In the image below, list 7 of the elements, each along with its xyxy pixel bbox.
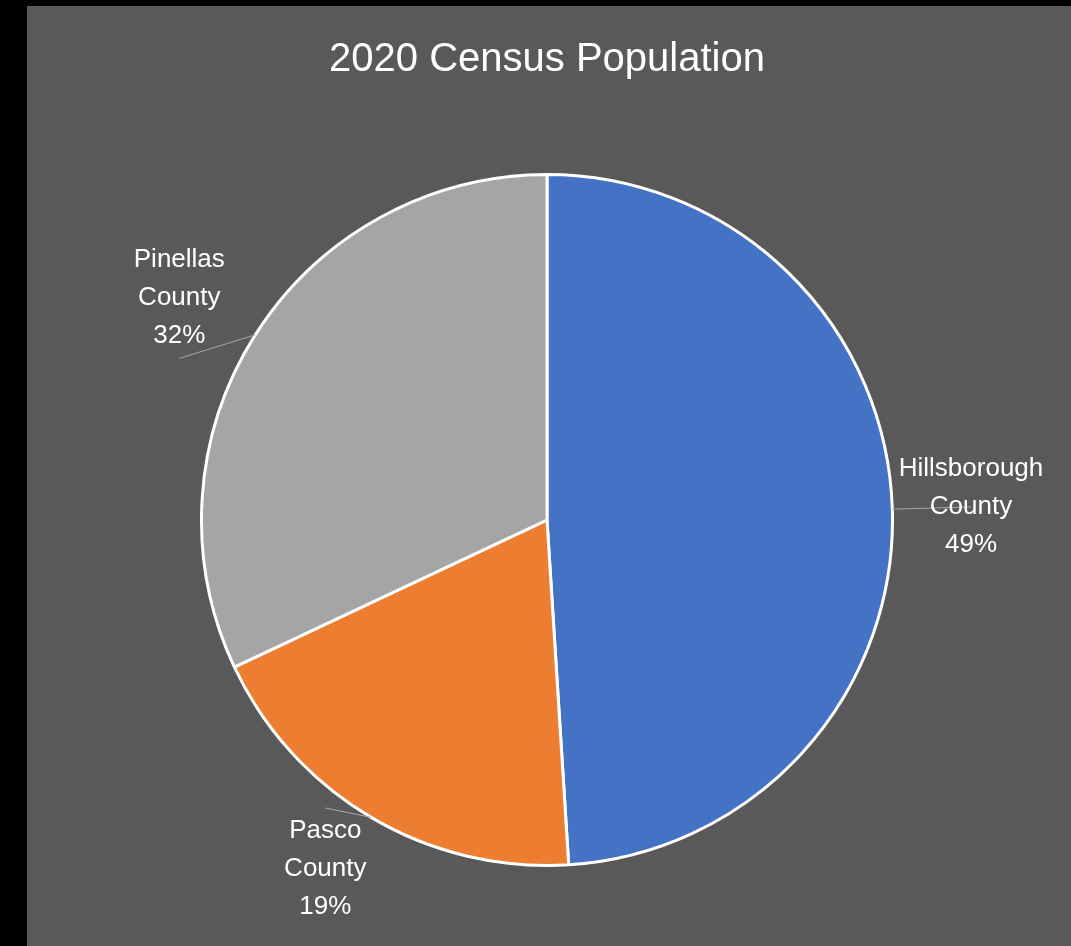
slice-label: Pinellas County: [133, 242, 225, 311]
slice-label: Pasco County: [284, 814, 367, 883]
slice-label: Hillsborough County: [898, 452, 1044, 521]
data-label: 49%: [944, 528, 998, 559]
chart-title: 2020 Census Population: [329, 35, 765, 80]
data-label: 32%: [153, 318, 206, 349]
data-label: 19%: [299, 890, 352, 921]
